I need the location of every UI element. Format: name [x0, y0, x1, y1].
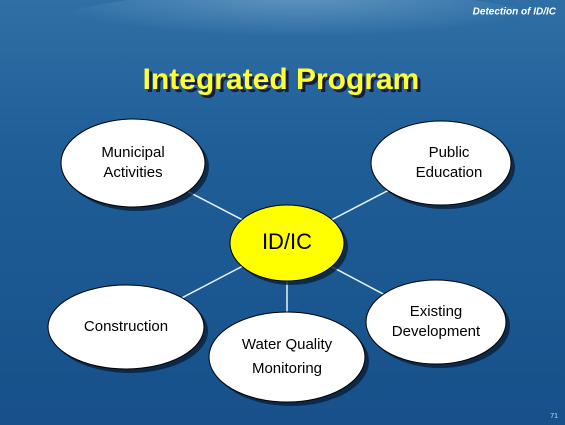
node-label: Development — [392, 323, 481, 340]
node-label: Activities — [103, 164, 162, 181]
node-label: Construction — [84, 318, 168, 335]
page-number: 71 — [550, 413, 558, 420]
node-label: Education — [416, 164, 483, 181]
center-label: ID/IC — [262, 229, 312, 254]
title: Integrated Program — [143, 63, 420, 96]
node-label: Public — [429, 144, 470, 161]
node-label: Municipal — [101, 144, 164, 161]
node — [209, 312, 365, 402]
node-label: Existing — [410, 303, 463, 320]
header-title: Detection of ID/IC — [473, 7, 557, 18]
slide: Detection of ID/IC Integrated Program In… — [0, 0, 565, 425]
node-label: Monitoring — [252, 360, 322, 377]
node-label: Water Quality — [242, 336, 333, 353]
